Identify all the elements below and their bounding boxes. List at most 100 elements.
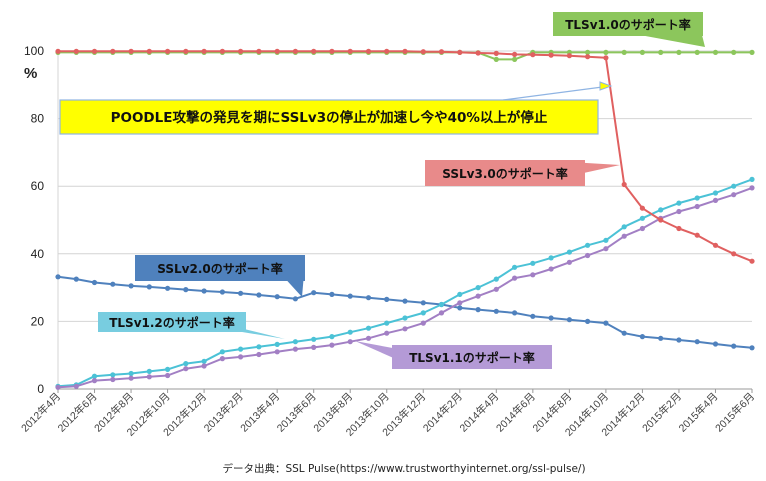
data-point	[475, 285, 481, 291]
data-point	[457, 49, 463, 56]
y-tick-label: 60	[31, 179, 45, 193]
callout-tlsv10: TLSv1.0のサポート率	[553, 12, 705, 47]
callout-tlsv11: TLSv1.1のサポート率	[355, 341, 552, 369]
data-point	[530, 313, 536, 319]
data-point	[365, 325, 372, 331]
data-point	[475, 293, 481, 299]
data-point	[146, 48, 152, 54]
data-point	[493, 50, 499, 57]
y-tick-label: 20	[31, 314, 45, 328]
data-point	[749, 176, 755, 182]
data-point	[493, 276, 499, 282]
data-point	[694, 49, 700, 56]
data-point	[146, 374, 152, 380]
data-point	[749, 345, 755, 351]
data-point	[511, 275, 518, 281]
data-point	[712, 242, 719, 248]
data-point	[603, 320, 609, 326]
data-point	[347, 293, 353, 299]
data-point	[457, 300, 463, 306]
data-point	[256, 48, 262, 54]
callout-tlsv12-box	[98, 312, 246, 332]
data-point	[639, 215, 646, 221]
data-point	[566, 249, 573, 255]
data-point	[311, 48, 317, 54]
callout-sslv20-text: SSLv2.0のサポート率	[157, 261, 282, 276]
data-point	[731, 343, 737, 349]
data-point	[347, 48, 353, 54]
data-point	[274, 349, 280, 355]
data-point	[621, 224, 627, 230]
data-point	[292, 48, 298, 54]
data-point	[585, 54, 591, 60]
data-point	[238, 290, 244, 296]
data-point	[91, 48, 98, 54]
data-point	[165, 372, 171, 379]
data-point	[256, 292, 262, 298]
x-tick-label: 2015年6月	[712, 390, 757, 435]
data-point	[548, 255, 554, 261]
callout-sslv20: SSLv2.0のサポート率	[135, 255, 305, 297]
data-point	[365, 48, 372, 54]
data-point	[256, 351, 262, 358]
data-point	[402, 298, 408, 304]
data-point	[566, 317, 573, 323]
data-point	[292, 346, 298, 352]
data-point	[183, 366, 189, 372]
data-point	[183, 361, 189, 367]
series-line	[58, 50, 753, 263]
data-point	[438, 49, 445, 55]
data-point	[219, 48, 225, 54]
data-point	[694, 339, 700, 345]
data-point	[639, 225, 646, 232]
data-point	[585, 252, 591, 259]
data-point	[658, 49, 664, 56]
data-point	[621, 233, 627, 239]
data-point	[712, 197, 719, 203]
data-point	[749, 185, 755, 191]
data-point	[603, 55, 609, 61]
data-point	[511, 56, 518, 63]
data-point	[548, 315, 554, 321]
data-point	[639, 334, 646, 340]
y-tick-label: 40	[31, 247, 45, 261]
data-point	[73, 383, 79, 389]
y-tick-label: 0	[37, 382, 44, 396]
data-point	[384, 296, 390, 302]
data-point	[128, 283, 134, 289]
data-point	[201, 288, 207, 294]
y-tick-label: 100	[24, 44, 44, 58]
data-point	[676, 225, 682, 232]
callout-tlsv11-pointer	[355, 341, 398, 360]
data-point	[493, 286, 499, 292]
data-point	[238, 354, 244, 360]
callout-tlsv12-text: TLSv1.2のサポート率	[109, 315, 235, 330]
data-point	[311, 290, 317, 296]
data-point	[73, 48, 79, 54]
data-point	[110, 376, 116, 383]
data-point	[402, 326, 408, 332]
data-point	[219, 356, 225, 362]
data-point	[274, 341, 280, 347]
series-3	[55, 176, 755, 389]
data-point	[384, 320, 390, 326]
data-point	[749, 49, 755, 56]
callout-tlsv10-box	[553, 12, 703, 36]
data-point	[676, 49, 682, 56]
data-point	[420, 320, 426, 326]
data-point	[493, 56, 499, 63]
data-point	[585, 242, 591, 248]
data-point	[621, 330, 627, 336]
data-point	[731, 49, 737, 56]
data-point	[165, 48, 171, 54]
callout-sslv20-box	[135, 255, 305, 281]
data-point	[475, 307, 481, 313]
data-point	[639, 205, 646, 211]
x-axis-ticks: 2012年4月2012年6月2012年8月2012年10月2012年12月201…	[18, 389, 757, 439]
y-axis-ticks: 0 20 40 60 80 100	[24, 44, 44, 396]
data-point	[128, 370, 134, 377]
callout-tlsv11-text: TLSv1.1のサポート率	[409, 350, 535, 365]
data-point	[219, 349, 225, 355]
callout-tlsv11-box	[392, 345, 552, 369]
